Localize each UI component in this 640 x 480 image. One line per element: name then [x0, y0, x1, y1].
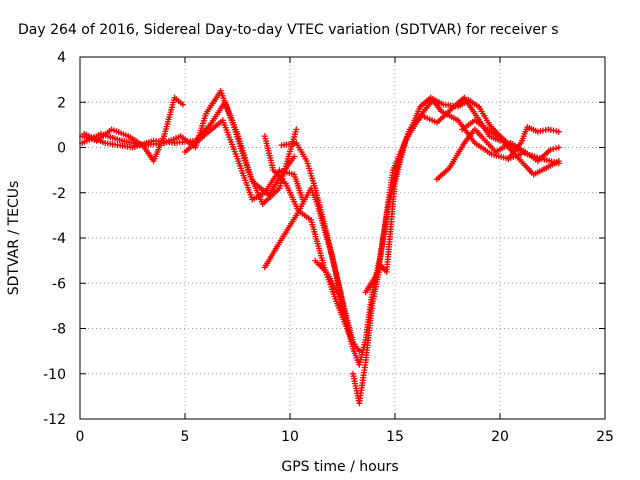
x-tick-label: 10: [281, 429, 299, 445]
data-point: [550, 146, 557, 152]
grid: [80, 57, 605, 419]
x-tick-label: 0: [76, 429, 85, 445]
x-axis-title: GPS time / hours: [281, 459, 398, 475]
x-tick-label: 25: [596, 429, 614, 445]
y-tick-label: -2: [52, 186, 66, 202]
series-track-10: [362, 94, 562, 296]
x-tick-label: 15: [386, 429, 404, 445]
series-track-9: [350, 97, 524, 407]
data-point: [291, 153, 298, 160]
y-tick-label: -4: [52, 231, 66, 247]
chart-title: Day 264 of 2016, Sidereal Day-to-day VTE…: [18, 22, 559, 38]
data-point: [555, 128, 562, 135]
y-tick-label: -10: [43, 367, 66, 383]
x-tick-label: 20: [491, 429, 509, 445]
data-point: [547, 146, 554, 153]
plot-frame: [79, 56, 606, 420]
series-track-4: [182, 117, 306, 203]
y-tick-label: -12: [43, 412, 66, 428]
y-tick-label: -8: [52, 322, 66, 338]
series-layer: [79, 87, 562, 407]
y-tick-label: 2: [57, 95, 66, 111]
data-point: [553, 145, 559, 152]
y-tick-label: 0: [57, 141, 66, 157]
series-track-13: [505, 124, 562, 162]
data-point: [293, 126, 300, 133]
series-track-1: [79, 94, 186, 165]
data-point: [555, 158, 562, 165]
data-point: [555, 144, 562, 151]
y-tick-label: 4: [57, 50, 66, 66]
x-tick-label: 5: [181, 429, 190, 445]
y-axis-title: SDTVAR / TECUs: [6, 181, 22, 296]
y-tick-label: -6: [52, 276, 66, 292]
data-point: [179, 101, 186, 108]
data-point: [356, 348, 363, 355]
